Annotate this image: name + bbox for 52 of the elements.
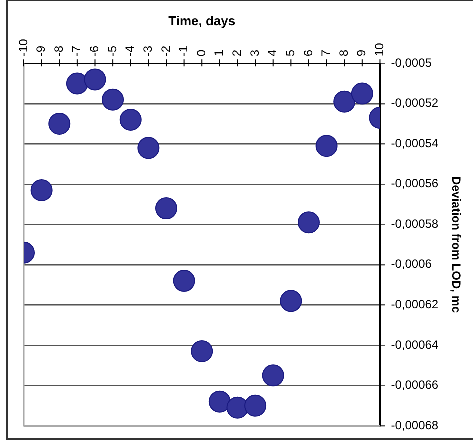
y-tick-label: -0,0005 [391, 56, 432, 70]
y-tick-label: -0,00062 [391, 298, 439, 312]
y-tick-label: -0,00056 [391, 176, 439, 191]
point [120, 108, 142, 131]
point [334, 90, 356, 113]
point [173, 270, 196, 292]
x-tick-label: -1 [176, 46, 191, 57]
x-tick-label: 5 [283, 50, 298, 57]
x-tick-label: 1 [212, 50, 226, 57]
x-tick-label: 10 [372, 42, 387, 57]
y-tick-label: -0,00066 [391, 378, 439, 392]
x-tick-label: 8 [336, 50, 351, 57]
x-tick-label: -7 [70, 46, 84, 57]
point [191, 340, 214, 363]
point [351, 82, 374, 105]
point [48, 113, 71, 135]
x-tick-label: 6 [301, 50, 316, 57]
point [30, 179, 53, 202]
point [84, 68, 106, 91]
y-tick-label: -0,0006 [391, 257, 432, 272]
x-tick-label: -2 [158, 46, 173, 57]
y-tick-label: -0,00064 [391, 338, 439, 352]
x-axis-title: Time, days [168, 13, 236, 28]
x-tick-label: 3 [248, 50, 262, 57]
x-tick-label: -5 [105, 46, 120, 57]
x-tick-label: 4 [266, 50, 280, 57]
x-tick-label: -6 [88, 46, 102, 57]
x-tick-label: -10 [16, 38, 30, 57]
y-tick-label: -0,00052 [391, 96, 439, 110]
point [155, 198, 178, 220]
point [316, 135, 338, 158]
point [226, 396, 249, 419]
x-tick-label: 9 [354, 50, 369, 57]
point [102, 88, 124, 111]
point [66, 72, 88, 95]
point [298, 212, 320, 234]
y-tick-label: -0,00058 [391, 216, 439, 231]
x-tick-label: 0 [194, 50, 208, 57]
point [262, 364, 284, 387]
x-tick-label: -4 [123, 46, 138, 57]
point [280, 290, 302, 312]
x-tick-label: -9 [34, 46, 48, 57]
point [208, 390, 231, 413]
y-tick-label: -0,00054 [391, 136, 439, 150]
x-tick-label: 2 [230, 50, 244, 57]
x-tick-label: 7 [319, 50, 334, 57]
y-tick-label: -0,00068 [391, 418, 439, 432]
y-axis-title: Deviation from LOD, mc [449, 176, 464, 314]
point [138, 137, 160, 160]
point [244, 394, 267, 417]
x-tick-label: -3 [140, 46, 155, 57]
x-tick-label: -8 [52, 46, 66, 57]
